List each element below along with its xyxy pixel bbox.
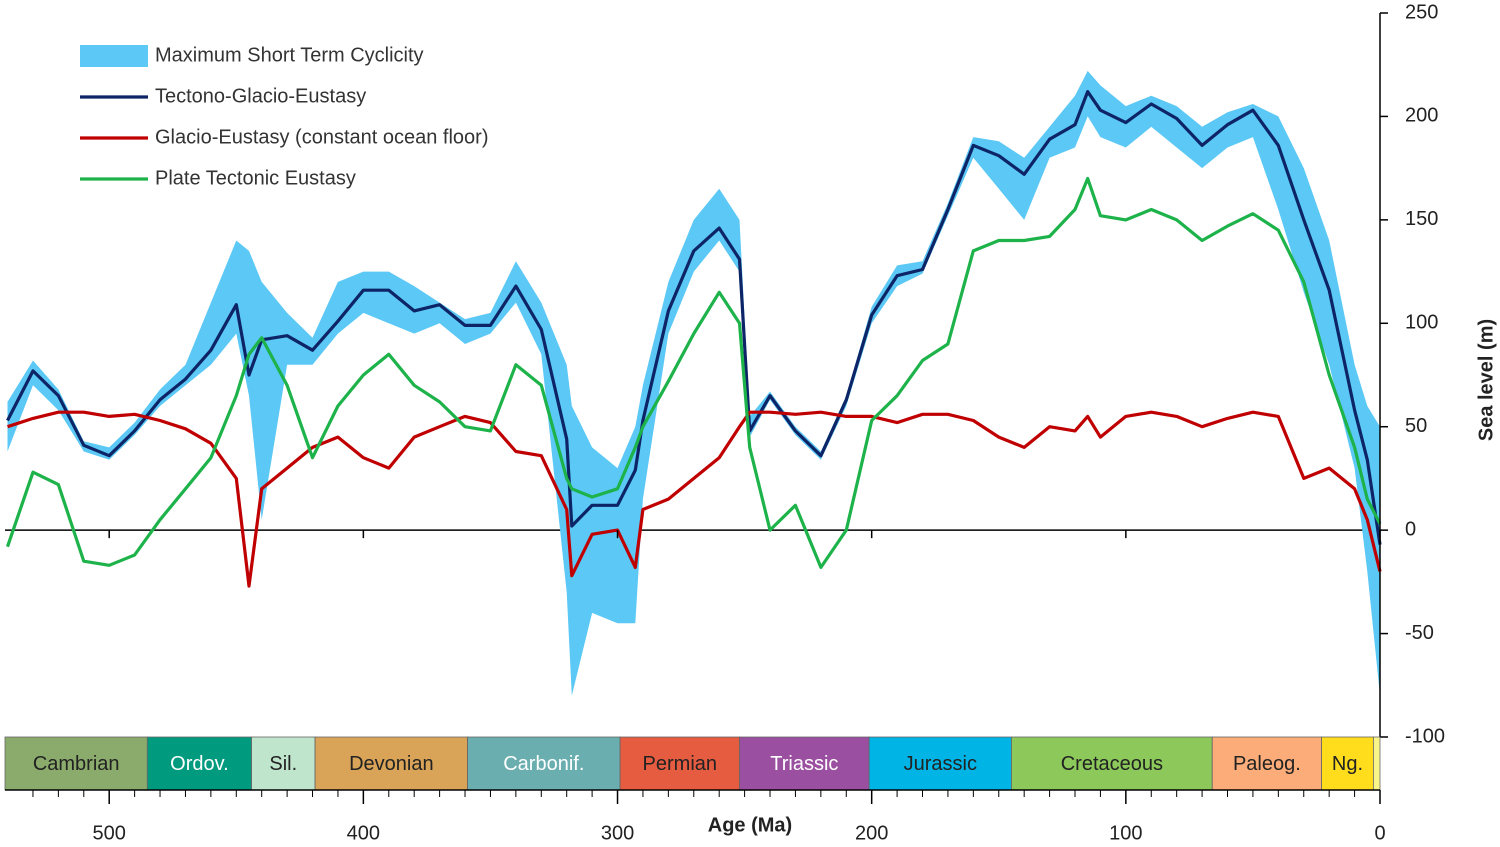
legend-label: Plate Tectonic Eustasy	[155, 167, 356, 189]
y-axis-title: Sea level (m)	[1475, 319, 1497, 441]
period-label: Ordov.	[170, 753, 229, 775]
period-label: Permian	[643, 753, 717, 775]
period-label: Cretaceous	[1061, 753, 1163, 775]
x-tick-label: 100	[1109, 822, 1142, 844]
period-box	[739, 736, 870, 791]
period-box	[314, 736, 468, 791]
legend-swatch	[80, 45, 148, 67]
legend-label: Maximum Short Term Cyclicity	[155, 44, 424, 66]
y-tick-label: -50	[1405, 622, 1434, 644]
y-tick-label: 250	[1405, 1, 1438, 23]
period-box	[868, 736, 1012, 791]
y-tick-label: 50	[1405, 415, 1427, 437]
period-label: Cambrian	[33, 753, 120, 775]
period-label: Devonian	[349, 753, 434, 775]
line-series	[5, 176, 1382, 569]
y-tick-label: -100	[1405, 725, 1445, 747]
line-series	[6, 90, 1382, 545]
period-box	[619, 736, 740, 791]
legend-label: Glacio-Eustasy (constant ocean floor)	[155, 126, 489, 148]
period-label: Paleog.	[1233, 753, 1301, 775]
x-axis-title: Age (Ma)	[708, 814, 792, 836]
period-box	[4, 736, 148, 791]
x-tick-label: 300	[601, 822, 634, 844]
period-label: Carbonif.	[503, 753, 584, 775]
x-tick-label: 200	[855, 822, 888, 844]
period-box	[146, 736, 252, 791]
band-area	[7, 70, 1380, 696]
x-tick-label: 500	[93, 822, 126, 844]
y-tick-label: 100	[1405, 312, 1438, 334]
period-label: Sil.	[269, 753, 297, 775]
y-tick-label: 150	[1405, 208, 1438, 230]
x-tick-label: 400	[347, 822, 380, 844]
legend-label: Tectono-Glacio-Eustasy	[155, 85, 366, 107]
y-tick-label: 200	[1405, 105, 1438, 127]
x-tick-label: 0	[1374, 822, 1385, 844]
period-label: Triassic	[770, 753, 838, 775]
y-tick-label: 0	[1405, 518, 1416, 540]
line-series	[7, 410, 1382, 588]
period-box	[251, 736, 316, 791]
period-box	[1211, 736, 1322, 791]
period-label: Ng.	[1332, 753, 1363, 775]
period-label: Jurassic	[904, 753, 977, 775]
period-box	[1372, 736, 1381, 791]
